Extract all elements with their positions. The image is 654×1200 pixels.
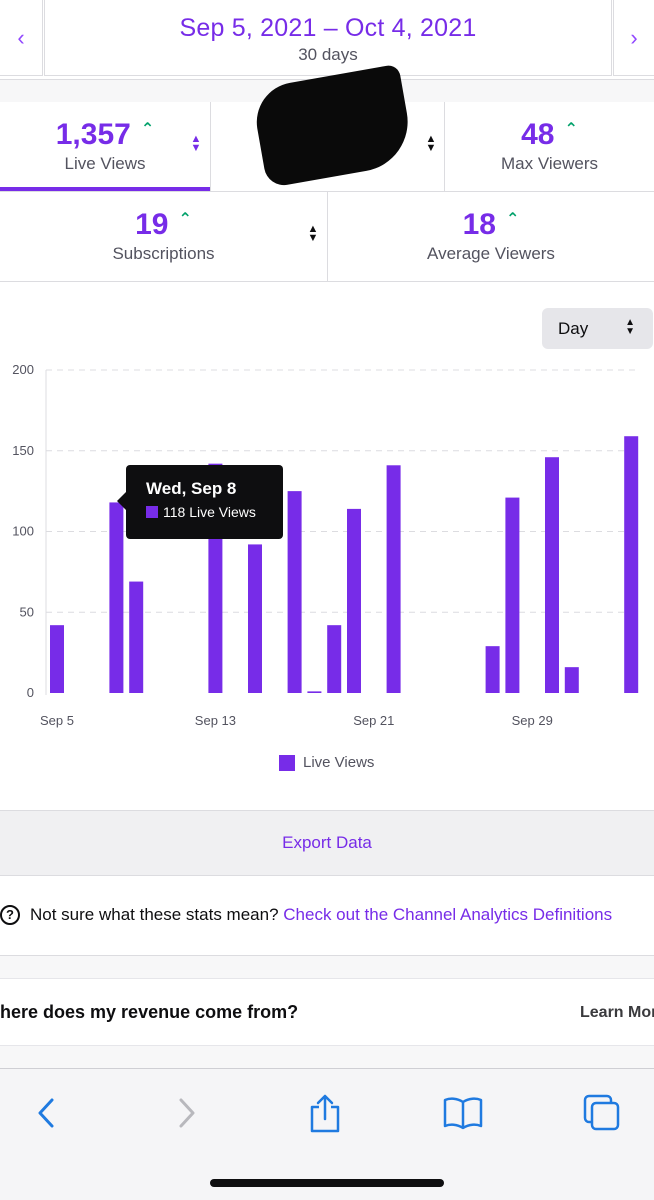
bookmarks-button[interactable] [441, 1091, 485, 1135]
chevron-left-icon: ‹ [17, 24, 25, 50]
help-icon: ? [0, 905, 20, 925]
trend-up-icon: ⌃ [140, 121, 155, 138]
info-question: Not sure what these stats mean? [30, 905, 279, 924]
bar-26 [545, 457, 559, 693]
date-range-label: Sep 5, 2021 – Oct 4, 2021 [179, 14, 477, 42]
chart-tooltip: Wed, Sep 8 118 Live Views [117, 465, 283, 539]
bar-5 [129, 581, 144, 693]
forward-button[interactable] [165, 1091, 209, 1135]
select-arrows-icon: ▲ ▼ [625, 317, 635, 337]
y-tick-label: 50 [20, 604, 34, 619]
share-icon [310, 1094, 340, 1133]
x-tick-label: Sep 29 [512, 713, 553, 728]
max-viewers-label: Max Viewers [501, 154, 598, 173]
date-range-picker[interactable]: Sep 5, 2021 – Oct 4, 2021 30 days [44, 0, 612, 76]
y-tick-label: 150 [12, 443, 34, 458]
tooltip-title: Wed, Sep 8 [146, 479, 237, 498]
bar-18 [386, 465, 401, 693]
subscriptions-value: 19 [135, 208, 169, 241]
bar-16 [347, 508, 361, 693]
date-range-bar: ‹ Sep 5, 2021 – Oct 4, 2021 30 days › [0, 0, 654, 80]
bar-1 [50, 625, 64, 693]
stat-tile-average-viewers[interactable]: 18 ⌃ Average Viewers [328, 192, 654, 281]
info-text: Not sure what these stats mean? Check ou… [30, 905, 612, 925]
chart-legend[interactable]: Live Views [279, 754, 374, 771]
average-viewers-value: 18 [462, 208, 496, 241]
bar-13 [287, 491, 302, 693]
back-arrow-icon [38, 1098, 54, 1128]
x-tick-label: Sep 21 [353, 713, 394, 728]
revenue-question: here does my revenue come from? [0, 1002, 299, 1022]
live-views-chart: 0 50 100 150 200 Sep 5 Sep 13 Sep 21 Sep 29 [12, 362, 639, 728]
legend-label: Live Views [303, 754, 375, 771]
trend-up-icon: ⌃ [505, 211, 520, 228]
bar-4 [109, 502, 124, 693]
back-button[interactable] [24, 1091, 68, 1135]
trend-up-icon: ⌃ [564, 121, 578, 138]
bar-23 [485, 646, 500, 693]
chart-panel: Day ▲ ▼ 0 50 100 150 200 Sep 5 Sep 13 Sep 21 Sep … [0, 282, 654, 810]
tooltip-value: 118 Live Views [163, 504, 256, 520]
tooltip-line: 118 Live Views [146, 504, 283, 520]
bar-14 [307, 691, 322, 693]
share-button[interactable] [303, 1091, 347, 1135]
max-viewers-value: 48 [521, 118, 555, 151]
tabs-button[interactable] [580, 1091, 624, 1135]
bar-11 [248, 544, 262, 693]
home-indicator [210, 1179, 444, 1187]
book-icon [443, 1097, 483, 1130]
analytics-definitions-link[interactable]: Check out the Channel Analytics Definiti… [283, 905, 613, 924]
sort-arrows-icon: ▲ ▼ [425, 133, 437, 154]
x-tick-label: Sep 5 [40, 713, 74, 728]
y-tick-label: 0 [27, 685, 34, 700]
trend-up-icon: ⌃ [178, 211, 192, 228]
revenue-card: here does my revenue come from? Learn Mo… [0, 978, 654, 1046]
chevron-right-icon: › [630, 24, 638, 50]
legend-swatch [279, 754, 295, 771]
stat-tile-max-viewers[interactable]: 48 ⌃ Max Viewers [445, 102, 654, 191]
tabs-icon [583, 1094, 620, 1131]
info-row [0, 876, 654, 956]
granularity-value: Day [558, 318, 589, 338]
export-bar: Export Data [0, 810, 654, 876]
learn-more-link[interactable]: Learn Mor [580, 1004, 654, 1021]
live-views-label: Live Views [64, 154, 146, 173]
bar-27 [564, 667, 579, 693]
previous-range-button[interactable]: ‹ [0, 0, 43, 76]
forward-arrow-icon [179, 1098, 195, 1128]
sort-arrows-icon: ▲ ▼ [190, 133, 202, 154]
date-range-days: 30 days [298, 45, 358, 64]
next-range-button[interactable]: › [613, 0, 654, 76]
y-tick-label: 200 [12, 362, 34, 377]
sort-arrows-icon: ▲ ▼ [307, 223, 319, 244]
bar-24 [505, 497, 520, 693]
granularity-select[interactable]: Day ▲ ▼ [542, 308, 653, 349]
y-tick-label: 100 [12, 524, 34, 539]
selected-indicator [0, 187, 210, 191]
tooltip-swatch [146, 506, 158, 518]
subscriptions-label: Subscriptions [112, 244, 215, 263]
live-views-value: 1,357 [55, 118, 131, 151]
browser-toolbar [0, 1068, 654, 1200]
stat-tile-live-views[interactable]: 1,357 ⌃ Live Views ▲ ▼ [0, 102, 211, 191]
stat-tile-subscriptions[interactable]: 19 ⌃ Subscriptions ▲ ▼ [0, 192, 328, 281]
stats-row-2: 19 ⌃ Subscriptions ▲ ▼ 18 ⌃ Average Viewers [0, 192, 654, 282]
bar-15 [327, 625, 342, 693]
average-viewers-label: Average Viewers [427, 244, 555, 263]
export-data-button[interactable]: Export Data [282, 833, 372, 852]
x-tick-label: Sep 13 [195, 713, 236, 728]
bar-30 [624, 436, 639, 693]
